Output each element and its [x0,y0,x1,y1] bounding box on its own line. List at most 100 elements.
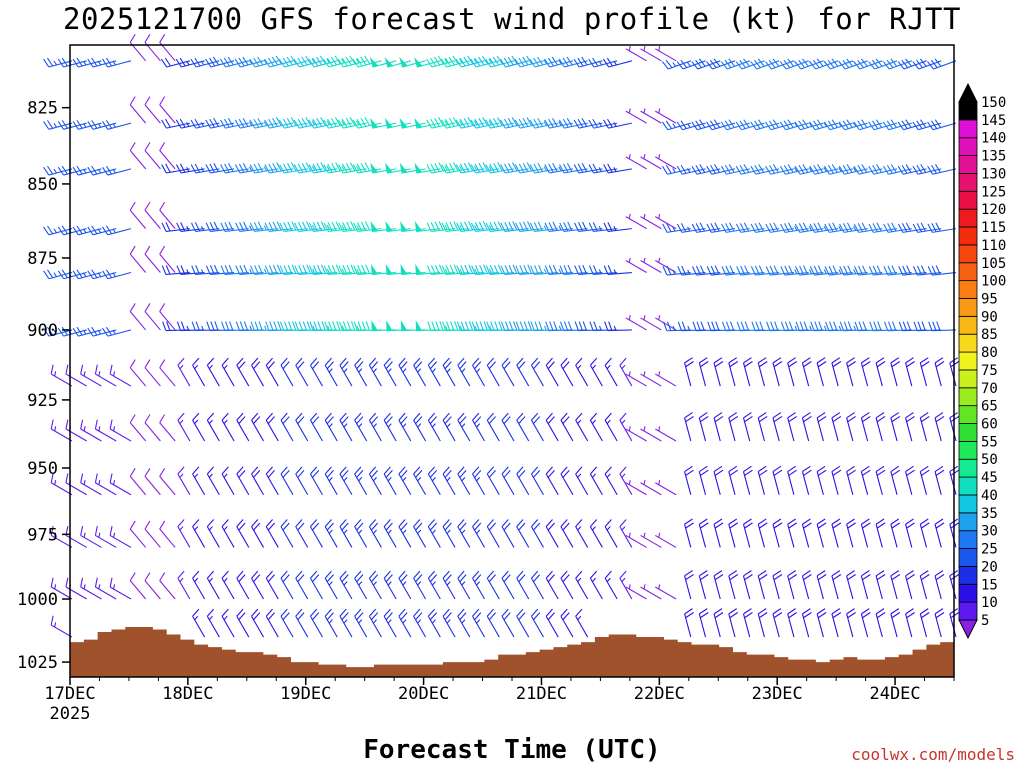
wind-barb [589,265,618,275]
wind-barb [772,608,783,638]
wind-barb [368,570,382,600]
wind-barb [221,570,235,600]
wind-barb [757,412,768,442]
wind-barb [897,164,927,175]
wind-barb [486,570,500,600]
colorbar-segment [958,351,978,371]
wind-barb [295,570,309,600]
wind-barb [838,164,868,175]
wind-barb [94,577,117,600]
wind-barb [295,412,309,442]
wind-barb [742,608,753,638]
wind-barb [109,419,132,442]
wind-barbs [43,34,960,638]
wind-barb [159,96,176,124]
wind-barb [516,412,530,442]
y-axis: 825 850 875 900 925 950 975 1000 1025 [17,99,70,673]
wind-barb [339,570,353,600]
wind-barb [159,303,176,331]
wind-barb [934,412,945,442]
wind-barb [50,526,73,548]
wind-barb [794,119,824,131]
wind-barb [625,213,647,230]
wind-barb [868,164,898,175]
wind-barb [890,570,901,600]
wind-barb [280,608,294,638]
colorbar-tick-label: 85 [981,327,998,343]
colorbar-tick-label: 70 [981,381,998,397]
wind-barb [846,412,856,442]
wind-barb [221,608,235,638]
wind-barb [890,518,901,548]
colorbar-tick-label: 95 [981,291,998,307]
colorbar-segment [958,548,978,567]
wind-barb [414,56,441,68]
wind-barb [544,264,573,275]
wind-barb [50,615,73,638]
wind-barb [370,263,397,275]
wind-barb [860,518,871,548]
wind-barb [206,570,220,600]
wind-barb [192,570,206,600]
colorbar-segment [958,601,978,621]
wind-barb [860,412,871,442]
wind-barb [337,117,367,129]
wind-barb [868,119,898,131]
wind-barb [205,162,235,174]
wind-barb [897,222,927,233]
wind-barb [427,466,441,496]
wind-barb [57,57,87,68]
wind-barb [129,520,147,548]
wind-barb [221,519,235,548]
wind-barb [824,164,853,175]
wind-barb [413,466,427,496]
wind-barb [750,222,780,233]
wind-barb [400,320,426,332]
wind-barb [109,526,132,548]
wind-barb [721,265,750,276]
wind-barb [625,532,647,548]
wind-barb [80,364,102,387]
wind-barb [295,519,309,548]
wind-barb [698,570,709,600]
wind-barb [427,357,441,387]
wind-barb [604,357,618,387]
wind-barb [485,221,515,232]
wind-barb [545,412,559,442]
wind-barb [129,359,147,387]
wind-barb [927,58,957,70]
wind-barb [441,264,470,275]
wind-barb [385,162,411,174]
wind-barb [94,364,117,387]
wind-barb [530,608,544,638]
wind-barb [883,265,912,276]
wind-barb [159,572,176,600]
wind-barb [279,162,308,174]
wind-barb [529,221,559,232]
wind-barb [219,56,249,68]
wind-barb [250,264,279,275]
wind-barb [816,608,827,638]
wind-barb [831,518,842,548]
wind-barb [619,466,633,496]
wind-barb [308,162,338,174]
colorbar-tick-label: 110 [981,238,1006,254]
wind-barb [501,570,515,600]
wind-barb [87,165,117,176]
wind-barb [102,165,132,176]
wind-barb [235,221,264,232]
wind-barb [220,162,249,174]
wind-barb [43,57,73,68]
wind-barb [87,269,117,280]
wind-barb [234,162,264,174]
wind-barb [87,225,117,236]
colorbar-tick-label: 140 [981,131,1006,147]
wind-barb [192,412,206,442]
wind-barb [516,519,530,548]
wind-barb [249,221,279,232]
wind-barb [144,303,161,331]
wind-barb [177,570,191,600]
wind-barb [485,117,515,129]
wind-barb [339,466,353,496]
